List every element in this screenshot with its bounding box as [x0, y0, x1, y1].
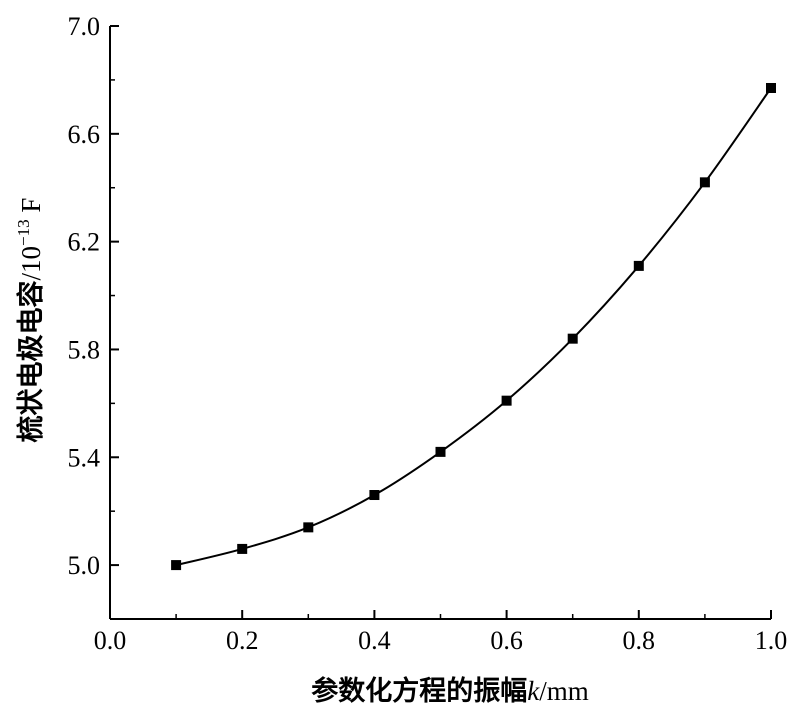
- x-tick-label: 1.0: [755, 626, 788, 655]
- y-tick-label: 5.4: [68, 443, 101, 472]
- x-tick-label: 0.4: [358, 626, 391, 655]
- y-tick-label: 5.8: [68, 335, 101, 364]
- y-tick-label: 7.0: [68, 12, 101, 41]
- data-point: [171, 560, 182, 571]
- x-axis-title-text: 参数化方程的振幅: [311, 675, 527, 707]
- curve-layer: [175, 87, 772, 567]
- axes: [109, 26, 771, 620]
- markers: [171, 82, 776, 571]
- y-axis-title-unit-exp: −13: [14, 219, 33, 246]
- data-point: [303, 522, 314, 533]
- data-point: [501, 395, 512, 406]
- x-axis-title-unit: /mm: [539, 676, 589, 706]
- y-axis-title-unit-pre: /10: [16, 246, 46, 281]
- y-tick-label: 5.0: [68, 551, 101, 580]
- x-tick-label: 0.8: [623, 626, 656, 655]
- y-tick-label: 6.2: [68, 228, 101, 257]
- data-point: [369, 490, 380, 501]
- x-tick-label: 0.0: [94, 626, 127, 655]
- y-tick-label: 6.6: [68, 120, 101, 149]
- x-axis-title: 参数化方程的振幅k/mm: [311, 675, 589, 707]
- data-point: [567, 333, 578, 344]
- y-axis-title-text: 梳状电极电容: [15, 280, 47, 442]
- ticks: 0.0 0.2 0.4 0.6 0.8 1.0 5.0 5.4 5.8 6.2 6.6 7.0: [68, 12, 788, 655]
- x-axis-title-var: k: [527, 676, 540, 706]
- x-tick-label: 0.2: [226, 626, 259, 655]
- y-axis-title-unit-post: F: [16, 198, 46, 220]
- data-point: [237, 543, 248, 554]
- data-point: [766, 82, 776, 93]
- series-line: [175, 87, 772, 567]
- data-point: [435, 446, 446, 457]
- data-point: [699, 177, 710, 188]
- x-tick-label: 0.6: [490, 626, 523, 655]
- y-axis-title: 梳状电极电容/10−13 F: [14, 198, 47, 443]
- data-point: [633, 260, 644, 271]
